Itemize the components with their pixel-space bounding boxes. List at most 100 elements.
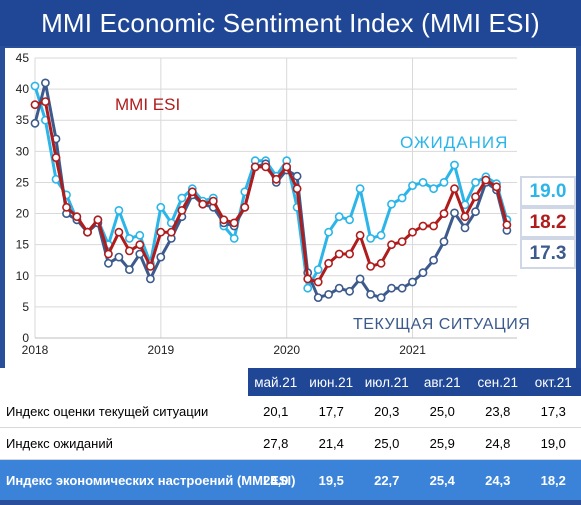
- data-point-current: [145, 274, 155, 284]
- series-line-esi: [34, 100, 509, 284]
- data-point-esi: [345, 249, 354, 259]
- data-point-current: [376, 293, 386, 302]
- data-point-current: [114, 252, 124, 262]
- x-tick-label: 2020: [273, 343, 300, 357]
- table-cell: 21,4: [303, 427, 359, 460]
- y-tick-label: 10: [16, 269, 30, 283]
- data-point-expectations: [397, 193, 407, 203]
- data-point-esi: [187, 187, 197, 197]
- data-point-esi: [324, 258, 333, 268]
- data-point-current: [429, 255, 438, 265]
- data-point-esi: [104, 249, 113, 259]
- table-cell: 19,0: [525, 427, 581, 460]
- data-point-current: [460, 223, 470, 233]
- table-cell: 25,4: [414, 459, 470, 500]
- annotation-expectations: ОЖИДАНИЯ: [400, 133, 508, 152]
- table-cell: 17,3: [525, 396, 581, 428]
- data-point-esi: [62, 202, 71, 212]
- table-cell: 24,3: [470, 459, 526, 500]
- legend-value-current: 17.3: [520, 238, 576, 269]
- chart-title: MMI Economic Sentiment Index (MMI ESI): [41, 7, 540, 38]
- data-point-current: [324, 289, 333, 299]
- data-table-panel: май.21 июн.21 июл.21 авг.21 сен.21 окт.2…: [0, 368, 581, 505]
- data-point-current: [41, 78, 50, 88]
- annotation-esi: MMI ESI: [115, 95, 180, 114]
- data-point-current: [345, 286, 354, 296]
- legend-value-expectations: 19.0: [520, 176, 576, 207]
- data-point-esi: [30, 100, 40, 110]
- y-tick-label: 35: [16, 113, 30, 127]
- data-point-esi: [261, 162, 271, 172]
- data-point-esi: [198, 199, 208, 209]
- x-tick-label: 2019: [147, 343, 174, 357]
- data-point-current: [292, 171, 302, 181]
- table-cell: 18,2: [525, 459, 581, 500]
- table-cell: 25,0: [414, 396, 470, 428]
- data-point-expectations: [439, 177, 449, 187]
- row-label: Индекс оценки текущей ситуации: [0, 396, 248, 428]
- y-tick-label: 40: [16, 82, 30, 96]
- data-point-current: [313, 293, 323, 302]
- table-cell: 24,0: [248, 459, 304, 500]
- data-point-esi: [471, 192, 480, 202]
- line-chart: 0 5 10 15 20 25 30 35 40 45 2018 2019 2020 2021 MMI ES…: [16, 51, 530, 357]
- data-point-esi: [292, 184, 302, 194]
- data-point-expectations: [408, 181, 417, 190]
- data-point-esi: [439, 209, 449, 218]
- data-point-esi: [229, 218, 239, 228]
- data-point-esi: [376, 258, 386, 268]
- data-point-esi: [418, 221, 428, 231]
- data-point-current: [366, 289, 375, 299]
- y-tick-label: 25: [16, 175, 30, 189]
- y-tick-label: 5: [22, 300, 29, 314]
- legend-value-esi: 18.2: [520, 207, 576, 238]
- x-tick-label: 2018: [22, 343, 49, 357]
- table-cell: 25,0: [359, 427, 415, 460]
- table-cell: 24,8: [470, 427, 526, 460]
- data-point-expectations: [30, 81, 40, 91]
- y-tick-label: 45: [16, 51, 30, 65]
- data-point-current: [156, 252, 166, 262]
- table-row-summary: Индекс экономических настроений (MMI ESI…: [0, 459, 581, 500]
- data-point-esi: [250, 162, 260, 172]
- data-point-esi: [282, 162, 292, 172]
- data-point-esi: [135, 240, 145, 250]
- data-point-esi: [93, 215, 103, 225]
- data-point-esi: [125, 246, 134, 256]
- data-point-expectations: [334, 212, 344, 222]
- data-point-esi: [240, 202, 250, 212]
- chart-panel: 0 5 10 15 20 25 30 35 40 45 2018 2019 2020 2021 MMI ES…: [5, 48, 576, 368]
- data-point-esi: [271, 174, 281, 184]
- data-point-esi: [397, 237, 407, 246]
- table-header-cell: июн.21: [303, 368, 359, 396]
- annotation-current: ТЕКУЩАЯ СИТУАЦИЯ: [353, 316, 530, 333]
- data-point-expectations: [450, 160, 459, 170]
- data-point-esi: [492, 182, 501, 192]
- data-point-expectations: [376, 230, 386, 240]
- data-point-expectations: [324, 227, 333, 237]
- data-point-esi: [51, 153, 61, 162]
- data-point-esi: [72, 212, 82, 222]
- y-tick-label: 15: [16, 238, 30, 252]
- data-point-esi: [208, 196, 218, 206]
- data-point-expectations: [177, 193, 187, 203]
- data-point-current: [30, 118, 40, 128]
- data-point-expectations: [355, 184, 365, 194]
- data-point-esi: [502, 220, 512, 230]
- data-point-esi: [366, 261, 375, 271]
- table-cell: 19,5: [303, 459, 359, 500]
- data-point-current: [418, 268, 428, 278]
- data-point-esi: [355, 230, 365, 240]
- table-header-cell: окт.21: [525, 368, 581, 396]
- data-point-esi: [481, 175, 491, 185]
- table-header-blank: [0, 368, 248, 396]
- data-point-expectations: [114, 205, 124, 215]
- data-point-current: [408, 277, 417, 287]
- data-point-esi: [460, 212, 470, 222]
- data-point-expectations: [156, 202, 166, 212]
- table-cell: 17,7: [303, 396, 359, 428]
- data-point-esi: [114, 227, 124, 237]
- table-cell: 20,3: [359, 396, 415, 428]
- data-point-current: [450, 208, 459, 218]
- table-header-cell: авг.21: [414, 368, 470, 396]
